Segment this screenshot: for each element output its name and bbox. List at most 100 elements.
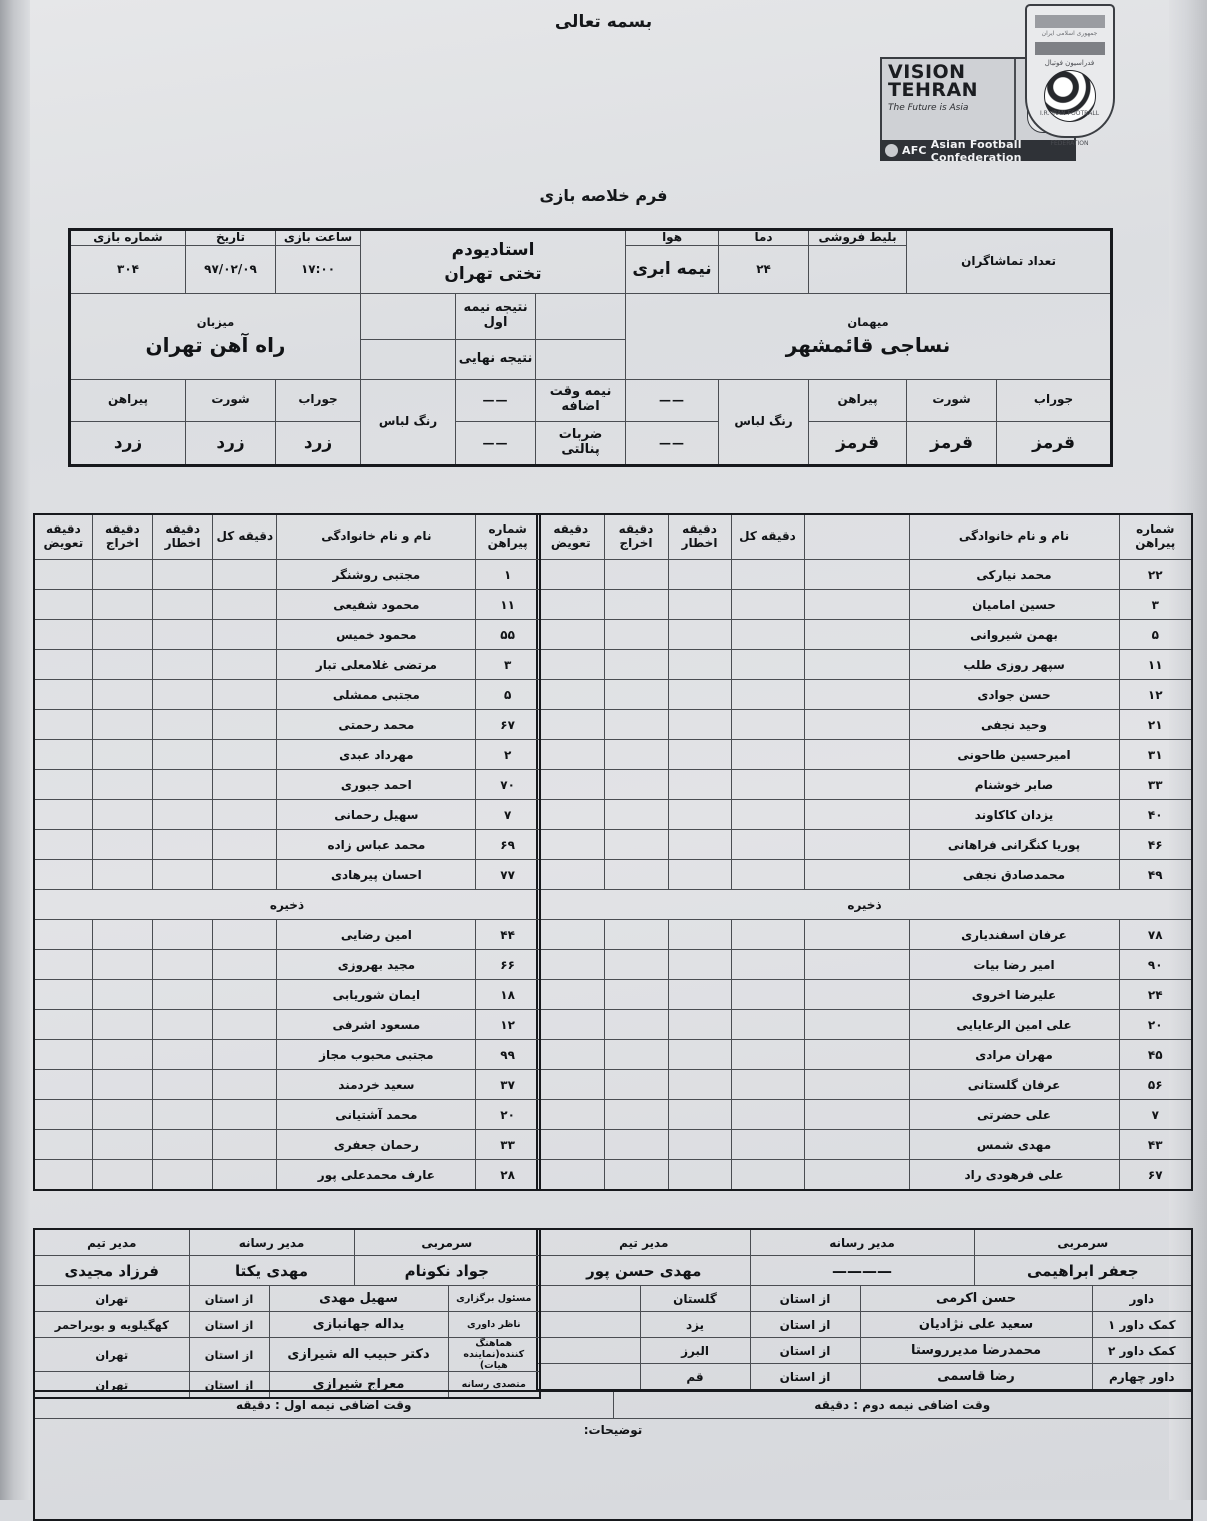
table-row[interactable]: ۶۹ محمد عباس زاده bbox=[33, 829, 541, 860]
stat-cell[interactable] bbox=[212, 919, 278, 950]
stat-cell[interactable] bbox=[91, 679, 153, 710]
stat-cell[interactable] bbox=[803, 1159, 910, 1191]
stat-cell[interactable] bbox=[212, 619, 278, 650]
official-row[interactable]: کمک داور ۲ محمدرضا مدیرروستا از استان البرز bbox=[536, 1337, 1193, 1364]
table-row[interactable]: ۲۲ محمد نیارکی bbox=[536, 559, 1193, 590]
stat-cell[interactable] bbox=[803, 919, 910, 950]
table-row[interactable]: ۷ علی حضرتی bbox=[536, 1099, 1193, 1130]
stat-cell[interactable] bbox=[536, 919, 605, 950]
stat-cell[interactable] bbox=[667, 589, 732, 620]
stat-cell[interactable] bbox=[212, 1039, 278, 1070]
stat-cell[interactable] bbox=[730, 1099, 805, 1130]
stat-cell[interactable] bbox=[212, 769, 278, 800]
stat-cell[interactable] bbox=[33, 649, 93, 680]
stat-cell[interactable] bbox=[667, 1069, 732, 1100]
stat-cell[interactable] bbox=[151, 1159, 214, 1191]
stat-cell[interactable] bbox=[667, 619, 732, 650]
stat-cell[interactable] bbox=[803, 769, 910, 800]
stat-cell[interactable] bbox=[91, 949, 153, 980]
stat-cell[interactable] bbox=[91, 1039, 153, 1070]
table-row[interactable]: ۳۳ رحمان جعفری bbox=[33, 1129, 541, 1160]
stat-cell[interactable] bbox=[803, 979, 910, 1010]
stat-cell[interactable] bbox=[603, 619, 669, 650]
stat-cell[interactable] bbox=[667, 979, 732, 1010]
table-row[interactable]: ۹۹ مجتبی محبوب مجاز bbox=[33, 1039, 541, 1070]
stat-cell[interactable] bbox=[603, 829, 669, 860]
stat-cell[interactable] bbox=[33, 619, 93, 650]
stat-cell[interactable] bbox=[803, 829, 910, 860]
stat-cell[interactable] bbox=[33, 1159, 93, 1191]
stat-cell[interactable] bbox=[730, 1069, 805, 1100]
stat-cell[interactable] bbox=[91, 649, 153, 680]
stat-cell[interactable] bbox=[91, 1159, 153, 1191]
stat-cell[interactable] bbox=[730, 949, 805, 980]
stat-cell[interactable] bbox=[151, 1069, 214, 1100]
stat-cell[interactable] bbox=[536, 859, 605, 890]
stat-cell[interactable] bbox=[151, 859, 214, 890]
stat-cell[interactable] bbox=[33, 739, 93, 770]
stat-cell[interactable] bbox=[91, 1069, 153, 1100]
stat-cell[interactable] bbox=[33, 709, 93, 740]
stat-cell[interactable] bbox=[212, 859, 278, 890]
stat-cell[interactable] bbox=[33, 829, 93, 860]
stat-cell[interactable] bbox=[33, 979, 93, 1010]
table-row[interactable]: ۷ سهیل رحمانی bbox=[33, 799, 541, 830]
stat-cell[interactable] bbox=[91, 619, 153, 650]
stat-cell[interactable] bbox=[603, 679, 669, 710]
stat-cell[interactable] bbox=[803, 799, 910, 830]
table-row[interactable]: ۴۳ مهدی شمس bbox=[536, 1129, 1193, 1160]
official-row[interactable]: داور چهارم رضا قاسمی از استان قم bbox=[536, 1363, 1193, 1391]
stat-cell[interactable] bbox=[667, 799, 732, 830]
stat-cell[interactable] bbox=[730, 1159, 805, 1191]
stat-cell[interactable] bbox=[730, 619, 805, 650]
stat-cell[interactable] bbox=[667, 769, 732, 800]
table-row[interactable]: ۵۵ محمود خمیس bbox=[33, 619, 541, 650]
table-row[interactable]: ۲۰ علی امین الرعایایی bbox=[536, 1009, 1193, 1040]
stat-cell[interactable] bbox=[536, 829, 605, 860]
stat-cell[interactable] bbox=[603, 589, 669, 620]
stat-cell[interactable] bbox=[151, 739, 214, 770]
stat-cell[interactable] bbox=[33, 919, 93, 950]
stat-cell[interactable] bbox=[151, 559, 214, 590]
table-row[interactable]: ۴۶ پوریا کنگرانی فراهانی bbox=[536, 829, 1193, 860]
stat-cell[interactable] bbox=[33, 1009, 93, 1040]
stat-cell[interactable] bbox=[667, 559, 732, 590]
stat-cell[interactable] bbox=[536, 949, 605, 980]
stat-cell[interactable] bbox=[33, 949, 93, 980]
organizer-row[interactable]: هماهنگ کننده(نماینده هیات) دکتر حبیب اله … bbox=[33, 1337, 541, 1372]
stat-cell[interactable] bbox=[803, 679, 910, 710]
table-row[interactable]: ۳۷ سعید خردمند bbox=[33, 1069, 541, 1100]
stat-cell[interactable] bbox=[730, 679, 805, 710]
stat-cell[interactable] bbox=[730, 1039, 805, 1070]
table-row[interactable]: ۳۳ صابر خوشنام bbox=[536, 769, 1193, 800]
stat-cell[interactable] bbox=[667, 709, 732, 740]
stat-cell[interactable] bbox=[536, 799, 605, 830]
table-row[interactable]: ۲ مهرداد عبدی bbox=[33, 739, 541, 770]
table-row[interactable]: ۵ مجتبی ممشلی bbox=[33, 679, 541, 710]
stat-cell[interactable] bbox=[803, 589, 910, 620]
table-row[interactable]: ۱۲ حسن جوادی bbox=[536, 679, 1193, 710]
stat-cell[interactable] bbox=[667, 1099, 732, 1130]
stat-cell[interactable] bbox=[151, 949, 214, 980]
stat-cell[interactable] bbox=[603, 769, 669, 800]
stat-cell[interactable] bbox=[730, 709, 805, 740]
stat-cell[interactable] bbox=[536, 1069, 605, 1100]
stat-cell[interactable] bbox=[603, 799, 669, 830]
stat-cell[interactable] bbox=[667, 1009, 732, 1040]
stat-cell[interactable] bbox=[151, 769, 214, 800]
stat-cell[interactable] bbox=[536, 1009, 605, 1040]
stat-cell[interactable] bbox=[91, 769, 153, 800]
stat-cell[interactable] bbox=[667, 679, 732, 710]
table-row[interactable]: ۶۷ محمد رحمتی bbox=[33, 709, 541, 740]
stat-cell[interactable] bbox=[730, 859, 805, 890]
stat-cell[interactable] bbox=[536, 589, 605, 620]
stat-cell[interactable] bbox=[667, 739, 732, 770]
stat-cell[interactable] bbox=[536, 709, 605, 740]
stat-cell[interactable] bbox=[730, 559, 805, 590]
stat-cell[interactable] bbox=[603, 739, 669, 770]
table-row[interactable]: ۶۷ علی فرهودی راد bbox=[536, 1159, 1193, 1191]
table-row[interactable]: ۳ حسین امامیان bbox=[536, 589, 1193, 620]
stat-cell[interactable] bbox=[536, 979, 605, 1010]
stat-cell[interactable] bbox=[212, 709, 278, 740]
stat-cell[interactable] bbox=[91, 709, 153, 740]
